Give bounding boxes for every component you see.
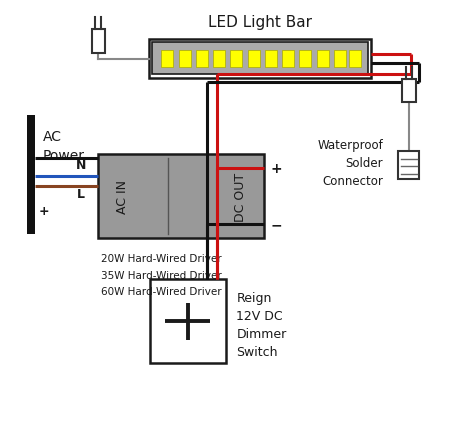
Bar <box>98 155 264 239</box>
Text: AC
Power: AC Power <box>42 130 84 163</box>
Text: Waterproof
Solder
Connector: Waterproof Solder Connector <box>317 139 382 188</box>
Text: −: − <box>270 218 282 232</box>
Bar <box>150 280 225 363</box>
Bar <box>213 51 225 68</box>
Bar <box>397 152 418 180</box>
Text: LED Light Bar: LED Light Bar <box>208 15 311 30</box>
Text: DC OUT: DC OUT <box>234 172 247 221</box>
Text: AC IN: AC IN <box>115 180 129 214</box>
Bar <box>149 40 370 79</box>
Bar <box>161 51 173 68</box>
Bar <box>281 51 294 68</box>
Bar <box>333 51 345 68</box>
Bar <box>178 51 190 68</box>
Bar <box>298 51 311 68</box>
Text: N: N <box>76 159 86 172</box>
Bar <box>264 51 276 68</box>
Bar <box>27 116 35 234</box>
Bar <box>401 80 415 103</box>
Bar <box>230 51 242 68</box>
Bar <box>348 51 360 68</box>
Bar <box>316 51 328 68</box>
Text: L: L <box>77 188 85 201</box>
Text: −: − <box>39 153 49 166</box>
Text: Reign
12V DC
Dimmer
Switch: Reign 12V DC Dimmer Switch <box>236 291 286 358</box>
Bar <box>196 51 208 68</box>
Text: +: + <box>39 204 49 217</box>
Text: 35W Hard-Wired Driver: 35W Hard-Wired Driver <box>100 270 221 280</box>
Text: 20W Hard-Wired Driver: 20W Hard-Wired Driver <box>100 254 221 264</box>
Bar <box>247 51 259 68</box>
Text: 60W Hard-Wired Driver: 60W Hard-Wired Driver <box>100 286 221 296</box>
Bar <box>91 30 105 54</box>
Bar <box>152 43 367 75</box>
Text: +: + <box>270 162 282 175</box>
